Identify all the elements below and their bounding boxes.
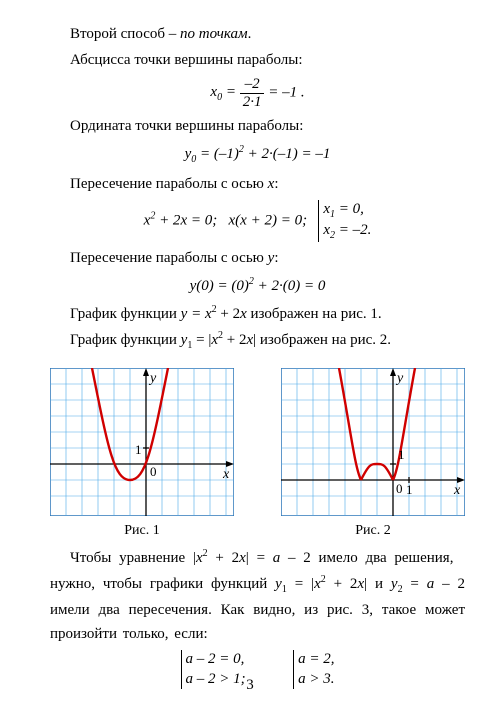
fraction: –2 2·1 [240, 76, 265, 110]
text: изображен на рис. 2. [256, 332, 391, 348]
paragraph-graph2: График функции y1 = |x2 + 2x| изображен … [50, 328, 465, 354]
text: Пересечение параболы с осью [70, 176, 268, 192]
svg-text:y: y [148, 371, 157, 386]
svg-text:0: 0 [396, 481, 403, 496]
text: Пересечение параболы с осью [70, 250, 268, 266]
bracket-line: a = 2, [298, 650, 334, 670]
svg-text:1: 1 [135, 442, 142, 457]
equation-intersect-y: y(0) = (0)2 + 2·(0) = 0 [50, 274, 465, 298]
bracket-line: x1 = 0, [323, 200, 371, 221]
figure-1: y x 0 1 Рис. 1 [50, 368, 234, 542]
svg-text:y: y [395, 371, 404, 386]
svg-text:1: 1 [398, 447, 405, 462]
bracket-line: x2 = –2. [323, 221, 371, 242]
eq-rhs: = –1 . [268, 84, 304, 100]
fraction-numerator: –2 [240, 76, 265, 94]
figure-caption-1: Рис. 1 [50, 520, 234, 542]
paragraph-conditions-cont: нужно, чтобы графики функций y1 = |x2 + … [50, 572, 465, 646]
svg-text:x: x [222, 467, 230, 482]
equation-x0: x0 = –2 2·1 = –1 . [50, 76, 465, 110]
text: . [248, 26, 252, 42]
text: : [274, 250, 278, 266]
fraction-denominator: 2·1 [240, 94, 265, 111]
paragraph-ordinate: Ордината точки вершины параболы: [50, 114, 465, 138]
page-number: 3 [0, 673, 500, 697]
figure-2: y x 0 1 1 Рис. 2 [281, 368, 465, 542]
svg-text:1: 1 [406, 482, 413, 497]
paragraph-method: Второй способ – по точкам. [50, 22, 465, 46]
equation-intersect-x: x2 + 2x = 0; x(x + 2) = 0; x1 = 0, x2 = … [50, 200, 465, 242]
chart-parabola: y x 0 1 [50, 368, 234, 516]
equation-y0: y0 = (–1)2 + 2·(–1) = –1 [50, 142, 465, 168]
svg-text:x: x [453, 483, 461, 498]
text: : [274, 176, 278, 192]
eq-sub: 0 [217, 92, 222, 103]
text: изображен на рис. 1. [247, 306, 382, 322]
text: Второй способ – [70, 26, 180, 42]
paragraph-intersect-x: Пересечение параболы с осью x: [50, 172, 465, 196]
text: График функции [70, 306, 181, 322]
chart-abs-parabola: y x 0 1 1 [281, 368, 465, 516]
paragraph-conditions: Чтобы уравнение |x2 + 2x| = a – 2 имело … [50, 546, 465, 570]
svg-text:0: 0 [150, 464, 157, 479]
bracket-system: x1 = 0, x2 = –2. [318, 200, 371, 242]
figure-caption-2: Рис. 2 [281, 520, 465, 542]
text-italic: по точкам [180, 26, 248, 42]
bracket-line: a – 2 = 0, [186, 650, 246, 670]
figures-row: y x 0 1 Рис. 1 [50, 368, 465, 542]
text: График функции [70, 332, 181, 348]
page: Второй способ – по точкам. Абсцисса точк… [0, 0, 500, 709]
paragraph-intersect-y: Пересечение параболы с осью y: [50, 246, 465, 270]
paragraph-graph1: График функции y = x2 + 2x изображен на … [50, 302, 465, 326]
paragraph-abscissa: Абсцисса точки вершины параболы: [50, 48, 465, 72]
